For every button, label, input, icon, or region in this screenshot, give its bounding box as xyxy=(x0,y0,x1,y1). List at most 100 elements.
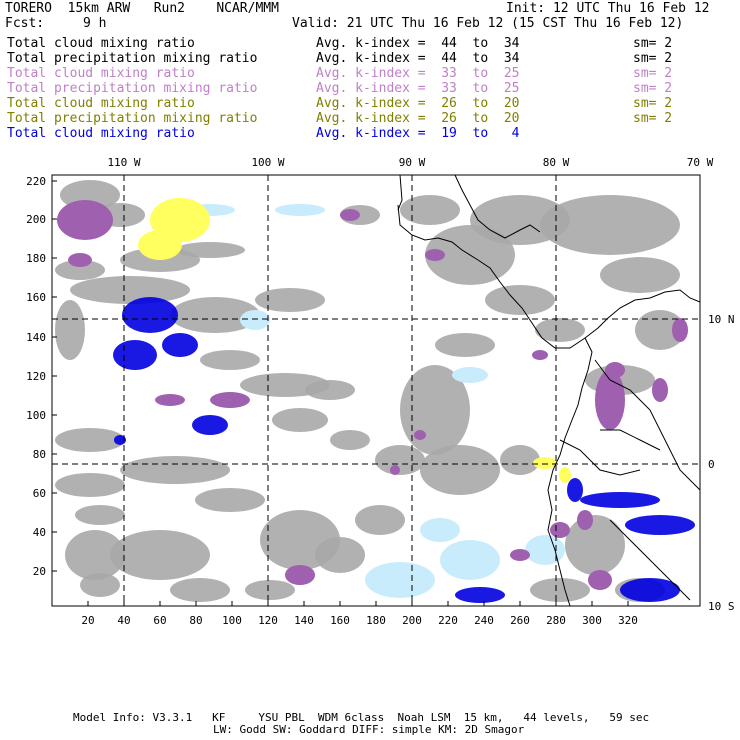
cloud-gray-area xyxy=(245,580,295,600)
cloud-gray-area xyxy=(272,408,328,432)
cloud-light-blue-area xyxy=(525,535,565,565)
cloud-gray-area xyxy=(540,195,680,255)
cloud-gray-area xyxy=(255,288,325,312)
cloud-gray-area xyxy=(200,350,260,370)
cloud-gray-area xyxy=(195,488,265,512)
legend-field-name: Total precipitation mixing ratio xyxy=(7,51,258,66)
cloud-gray-area xyxy=(55,428,125,452)
precip-blue-area xyxy=(192,415,228,435)
model-info-line2: LW: Godd SW: Goddard DIFF: simple KM: 2D… xyxy=(213,723,525,736)
longitude-label: 110 W xyxy=(107,156,140,169)
cloud-purple-area xyxy=(510,549,530,561)
cloud-gray-area xyxy=(120,456,230,484)
cloud-gray-area xyxy=(530,578,590,602)
y-tick-label: 40 xyxy=(33,526,46,539)
precip-blue-area xyxy=(620,578,680,602)
legend-smoothing: sm= 2 xyxy=(633,96,673,111)
forecast-hours: 9 h xyxy=(83,16,107,31)
x-tick-label: 100 xyxy=(222,614,242,627)
precip-blue-area xyxy=(122,297,178,333)
cloud-gray-area xyxy=(55,260,105,280)
legend-k-index-range: Avg. k-index = 26 to 20 xyxy=(316,111,520,126)
cloud-purple-area xyxy=(550,522,570,538)
legend-field-name: Total cloud mixing ratio xyxy=(7,66,195,81)
longitude-label: 80 W xyxy=(543,156,570,169)
model-title: TORERO 15km ARW Run2 NCAR/MMM xyxy=(5,1,279,16)
axis-labels: 20 40 60 80 100 120 140 160 180 200 220 240 260 280 30… xyxy=(26,156,734,627)
cloud-light-blue-area xyxy=(365,562,435,598)
precip-blue-area xyxy=(625,515,695,535)
coastline xyxy=(609,519,691,601)
coastline xyxy=(454,174,541,239)
cloud-purple-area xyxy=(425,249,445,261)
cloud-gray-area xyxy=(55,300,85,360)
y-tick-label: 20 xyxy=(33,565,46,578)
legend-field-name: Total precipitation mixing ratio xyxy=(7,81,258,96)
x-tick-label: 260 xyxy=(510,614,530,627)
legend-k-index-range: Avg. k-index = 19 to 4 xyxy=(316,126,520,141)
cloud-gray-area xyxy=(170,297,260,333)
legend-k-index-range: Avg. k-index = 44 to 34 xyxy=(316,51,520,66)
cloud-purple-area xyxy=(155,394,185,406)
cloud-gray-area xyxy=(330,430,370,450)
cloud-gray-area xyxy=(70,276,190,304)
coastline xyxy=(559,439,641,476)
x-tick-label: 240 xyxy=(474,614,494,627)
x-tick-label: 20 xyxy=(81,614,94,627)
field-layer xyxy=(55,180,695,603)
cloud-gray-area xyxy=(175,242,245,258)
valid-time: Valid: 21 UTC Thu 16 Feb 12 (15 CST Thu … xyxy=(292,16,684,31)
cloud-gray-area xyxy=(305,380,355,400)
x-tick-label: 80 xyxy=(189,614,202,627)
cloud-gray-area xyxy=(65,530,125,580)
cloud-gray-area xyxy=(420,445,500,495)
legend-smoothing: sm= 2 xyxy=(633,66,673,81)
x-tick-label: 200 xyxy=(402,614,422,627)
longitude-label: 70 W xyxy=(687,156,714,169)
cloud-light-blue-area xyxy=(420,518,460,542)
cloud-light-blue-area xyxy=(452,367,488,383)
legend-smoothing: sm= 2 xyxy=(633,111,673,126)
cloud-purple-area xyxy=(285,565,315,585)
x-tick-label: 320 xyxy=(618,614,638,627)
cloud-gray-area xyxy=(315,537,365,573)
cloud-gray-area xyxy=(635,310,685,350)
cloud-gray-area xyxy=(500,445,540,475)
precip-blue-area xyxy=(455,587,505,603)
cloud-purple-area xyxy=(414,430,426,440)
coastline-layer xyxy=(397,174,701,607)
cloud-purple-area xyxy=(595,370,625,430)
y-tick-label: 80 xyxy=(33,448,46,461)
cloud-light-blue-area xyxy=(440,540,500,580)
cloud-purple-area xyxy=(605,362,625,378)
x-tick-label: 220 xyxy=(438,614,458,627)
cloud-light-blue-area xyxy=(240,310,270,330)
y-tick-label: 120 xyxy=(26,370,46,383)
x-tick-label: 300 xyxy=(582,614,602,627)
coastline xyxy=(547,337,593,607)
cloud-purple-area xyxy=(532,350,548,360)
cloud-gray-area xyxy=(435,333,495,357)
legend-smoothing: sm= 2 xyxy=(633,36,673,51)
legend-k-index-range: Avg. k-index = 33 to 25 xyxy=(316,81,520,96)
y-tick-label: 160 xyxy=(26,291,46,304)
cloud-gray-area xyxy=(535,318,585,342)
cloud-purple-area xyxy=(210,392,250,408)
cloud-gray-area xyxy=(55,473,125,497)
legend-k-index-range: Avg. k-index = 44 to 34 xyxy=(316,36,520,51)
legend-k-index-range: Avg. k-index = 33 to 25 xyxy=(316,66,520,81)
lat-lon-grid xyxy=(52,175,700,606)
cloud-purple-area xyxy=(340,209,360,221)
x-tick-label: 140 xyxy=(294,614,314,627)
forecast-label: Fcst: xyxy=(5,16,45,31)
x-tick-label: 60 xyxy=(153,614,166,627)
y-tick-label: 200 xyxy=(26,213,46,226)
axis-ticks xyxy=(52,180,629,606)
init-time: Init: 12 UTC Thu 16 Feb 12 xyxy=(506,1,710,16)
cloud-gray-area xyxy=(400,195,460,225)
x-tick-label: 180 xyxy=(366,614,386,627)
latitude-label: 0 xyxy=(708,458,715,471)
longitude-label: 100 W xyxy=(251,156,284,169)
coastline xyxy=(397,174,403,211)
